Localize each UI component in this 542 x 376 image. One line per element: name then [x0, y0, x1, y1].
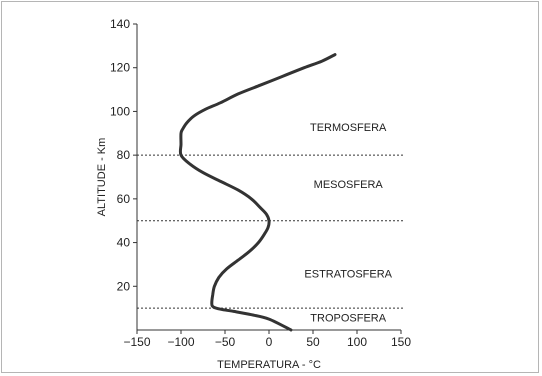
y-tick-label: 100: [110, 104, 130, 118]
y-tick-label: 80: [117, 148, 131, 162]
y-axis-ticks: 20 40 60 80 100 120 140: [110, 17, 137, 293]
layer-label-termosfera: TERMOSFERA: [310, 122, 387, 134]
y-tick-label: 120: [110, 61, 130, 75]
x-tick-label: 100: [347, 335, 367, 349]
temperature-profile-line: [178, 53, 337, 332]
y-tick-label: 40: [117, 236, 131, 250]
x-tick-label: −150: [123, 335, 150, 349]
x-tick-label: 150: [391, 335, 411, 349]
y-tick-label: 140: [110, 17, 130, 31]
layer-label-troposfera: TROPOSFERA: [310, 312, 386, 324]
y-tick-label: 20: [117, 279, 131, 293]
y-tick-label: 60: [117, 192, 131, 206]
x-tick-label: 50: [306, 335, 320, 349]
x-tick-label: 0: [266, 335, 273, 349]
y-axis-label: ALTITUDE - Km: [96, 138, 108, 217]
x-axis-ticks: −150 −100 −50 0 50 100 150: [123, 330, 411, 349]
chart-axes: [136, 24, 401, 331]
x-tick-label: −50: [215, 335, 236, 349]
layer-label-estratosfera: ESTRATOSFERA: [304, 269, 392, 281]
x-tick-label: −100: [167, 335, 194, 349]
x-axis-label: TEMPERATURA - °C: [217, 359, 321, 371]
atmosphere-layer-labels: TERMOSFERA MESOSFERA ESTRATOSFERA TROPOSFER…: [304, 122, 392, 324]
layer-label-mesosfera: MESOSFERA: [314, 179, 384, 191]
